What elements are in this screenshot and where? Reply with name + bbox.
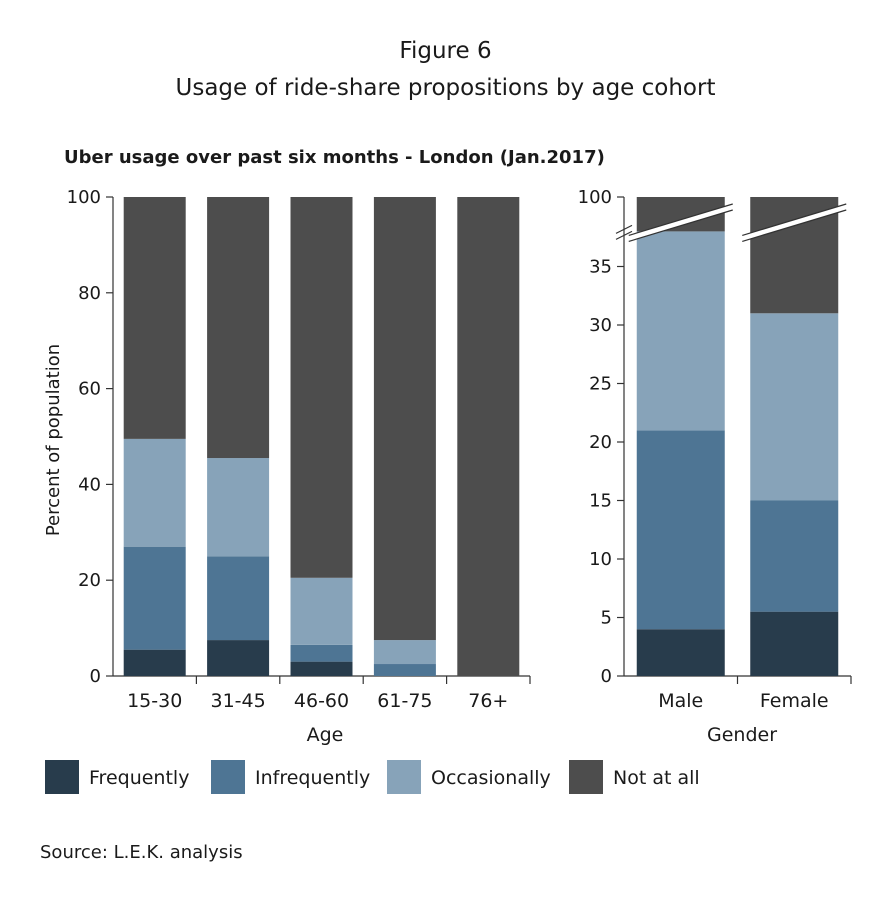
bar-31-45-occasionally [207, 458, 270, 557]
y-tick-label: 35 [589, 257, 612, 278]
y-tick-label: 15 [589, 491, 612, 512]
bar-46-60-frequently [290, 661, 353, 676]
x-tick-label: Female [760, 690, 829, 712]
bar-46-60-infrequently [290, 644, 353, 662]
legend-swatch-infrequently [211, 760, 245, 794]
y-tick-label: 25 [589, 374, 612, 395]
source-note: Source: L.E.K. analysis [40, 842, 243, 863]
bar-31-45-frequently [207, 640, 270, 676]
axis-break-line [628, 209, 733, 242]
legend: Frequently Infrequently Occasionally Not at… [45, 760, 700, 794]
bar-15-30-occasionally [123, 438, 186, 547]
x-axis-label-age: Age [307, 724, 344, 746]
y-tick-label: 100 [67, 187, 101, 208]
legend-label-frequently: Frequently [89, 767, 189, 789]
x-tick-label: Male [658, 690, 703, 712]
legend-swatch-frequently [45, 760, 79, 794]
bar-male-frequently [636, 629, 725, 676]
x-tick-label: 46-60 [294, 690, 349, 712]
axis-break-gap [742, 204, 847, 242]
y-tick-label: 80 [78, 283, 101, 304]
y-tick-label: 20 [589, 432, 612, 453]
gender-chart: 0 5 10 15 20 25 30 35 100 Male Female [578, 187, 852, 712]
bar-61-75-occasionally [373, 640, 436, 665]
bar-46-60-not-at-all [290, 197, 353, 578]
bar-31-45-infrequently [207, 556, 270, 641]
bar-76-not-at-all [457, 197, 520, 676]
bar-male-occasionally [636, 231, 725, 431]
y-tick-label: 5 [601, 608, 612, 629]
x-tick-label: 76+ [468, 690, 508, 712]
chart-subtitle: Uber usage over past six months - London… [64, 147, 605, 168]
y-tick-label: 60 [78, 379, 101, 400]
bar-male-infrequently [636, 430, 725, 630]
axis-break-line [628, 203, 733, 236]
legend-label-infrequently: Infrequently [255, 767, 370, 789]
legend-label-not-at-all: Not at all [613, 767, 700, 789]
axis-break-line [742, 203, 847, 236]
axis-break-line [742, 209, 847, 242]
x-tick-label: 15-30 [127, 690, 182, 712]
x-axis-label-gender: Gender [707, 724, 777, 746]
legend-label-occasionally: Occasionally [431, 767, 551, 789]
bar-61-75-infrequently [373, 664, 436, 676]
legend-swatch-occasionally [387, 760, 421, 794]
bar-31-45-not-at-all [207, 197, 270, 459]
y-tick-label: 20 [78, 570, 101, 591]
axis-break-line [615, 230, 633, 240]
bar-46-60-occasionally [290, 577, 353, 645]
legend-swatch-not-at-all [569, 760, 603, 794]
bar-15-30-infrequently [123, 546, 186, 650]
figure-label: Figure 6 [399, 38, 492, 64]
bar-female-occasionally [750, 313, 839, 501]
x-tick-label: 61-75 [377, 690, 432, 712]
axis-break-gap [628, 204, 733, 242]
y-axis-label: Percent of population [43, 344, 64, 536]
y-tick-label: 0 [601, 666, 612, 687]
axis-break-line [615, 224, 633, 234]
age-chart: 0 20 40 60 80 100 15-30 31-45 46-60 61-75 76+ [67, 187, 531, 712]
x-tick-label: 31-45 [210, 690, 265, 712]
figure-title: Usage of ride-share propositions by age … [175, 75, 716, 101]
bar-15-30-frequently [123, 649, 186, 676]
y-tick-label: 100 [578, 187, 612, 208]
y-tick-label: 0 [90, 666, 101, 687]
bar-15-30-not-at-all [123, 197, 186, 439]
y-tick-label: 30 [589, 315, 612, 336]
bar-female-infrequently [750, 500, 839, 612]
y-tick-label: 40 [78, 474, 101, 495]
bar-female-frequently [750, 611, 839, 676]
y-tick-label: 10 [589, 549, 612, 570]
bar-61-75-not-at-all [373, 197, 436, 641]
